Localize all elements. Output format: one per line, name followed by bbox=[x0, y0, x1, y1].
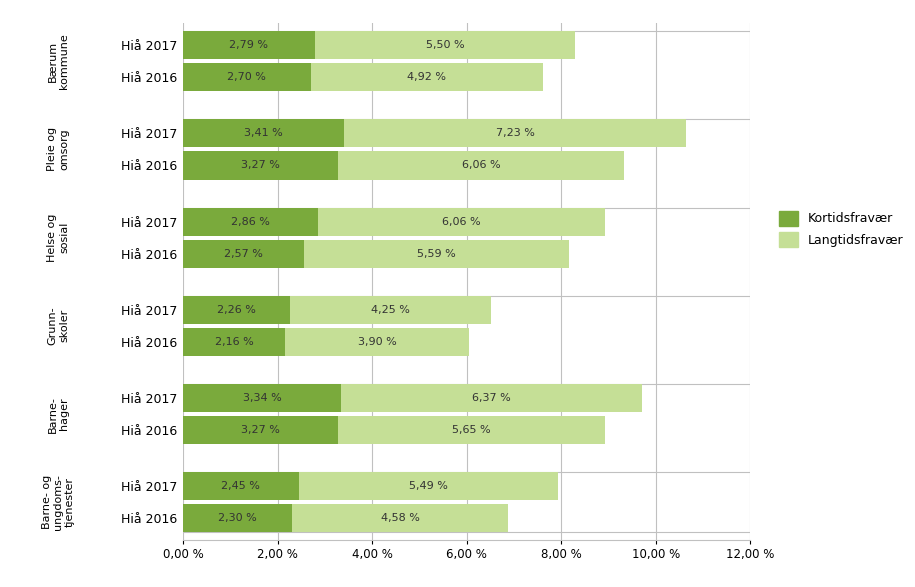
Text: Barne-
hager: Barne- hager bbox=[48, 396, 69, 433]
Text: 4,58 %: 4,58 % bbox=[381, 514, 419, 524]
Text: 3,27 %: 3,27 % bbox=[241, 425, 280, 435]
Text: 3,41 %: 3,41 % bbox=[244, 129, 283, 139]
Legend: Kortidsfravær, Langtidsfravær: Kortidsfravær, Langtidsfravær bbox=[780, 211, 904, 247]
Bar bbox=[341, 384, 642, 412]
Text: 2,16 %: 2,16 % bbox=[215, 337, 253, 347]
Text: 5,50 %: 5,50 % bbox=[425, 40, 464, 50]
Bar bbox=[318, 208, 605, 235]
Text: 3,27 %: 3,27 % bbox=[241, 160, 280, 170]
Bar bbox=[292, 504, 508, 532]
Bar bbox=[299, 472, 558, 500]
Text: 6,06 %: 6,06 % bbox=[442, 217, 480, 227]
Text: 4,25 %: 4,25 % bbox=[371, 305, 410, 315]
Text: 5,49 %: 5,49 % bbox=[409, 481, 448, 491]
Bar bbox=[183, 63, 311, 92]
Text: Barne- og
ungdoms-
tjenester: Barne- og ungdoms- tjenester bbox=[41, 474, 75, 530]
Text: 5,65 %: 5,65 % bbox=[452, 425, 490, 435]
Bar bbox=[183, 151, 338, 180]
Text: 6,37 %: 6,37 % bbox=[472, 393, 511, 403]
Text: Bærum
kommune: Bærum kommune bbox=[48, 33, 69, 89]
Text: 6,06 %: 6,06 % bbox=[461, 160, 501, 170]
Bar bbox=[183, 416, 338, 444]
Text: 3,90 %: 3,90 % bbox=[358, 337, 397, 347]
Bar bbox=[183, 472, 299, 500]
Text: 2,30 %: 2,30 % bbox=[218, 514, 257, 524]
Bar bbox=[183, 296, 290, 324]
Text: 7,23 %: 7,23 % bbox=[496, 129, 534, 139]
Bar bbox=[338, 416, 605, 444]
Text: Pleie og
omsorg: Pleie og omsorg bbox=[48, 127, 69, 171]
Text: 2,26 %: 2,26 % bbox=[217, 305, 256, 315]
Text: 2,86 %: 2,86 % bbox=[231, 217, 270, 227]
Text: Grunn-
skoler: Grunn- skoler bbox=[48, 306, 69, 345]
Text: 2,70 %: 2,70 % bbox=[228, 72, 266, 82]
Bar bbox=[338, 151, 624, 180]
Bar bbox=[183, 384, 341, 412]
Text: 3,34 %: 3,34 % bbox=[242, 393, 281, 403]
Text: 5,59 %: 5,59 % bbox=[417, 249, 456, 259]
Bar bbox=[290, 296, 490, 324]
Bar bbox=[183, 119, 344, 147]
Bar bbox=[344, 119, 686, 147]
Bar bbox=[183, 328, 285, 356]
Text: 2,45 %: 2,45 % bbox=[221, 481, 261, 491]
Text: 2,57 %: 2,57 % bbox=[224, 249, 264, 259]
Bar bbox=[315, 31, 575, 59]
Bar bbox=[183, 504, 292, 532]
Bar bbox=[183, 208, 318, 235]
Text: 4,92 %: 4,92 % bbox=[407, 72, 447, 82]
Text: Helse og
sosial: Helse og sosial bbox=[48, 214, 69, 262]
Text: 2,79 %: 2,79 % bbox=[230, 40, 268, 50]
Bar bbox=[183, 239, 305, 268]
Bar bbox=[285, 328, 469, 356]
Bar bbox=[183, 31, 315, 59]
Bar bbox=[305, 239, 569, 268]
Bar bbox=[311, 63, 544, 92]
